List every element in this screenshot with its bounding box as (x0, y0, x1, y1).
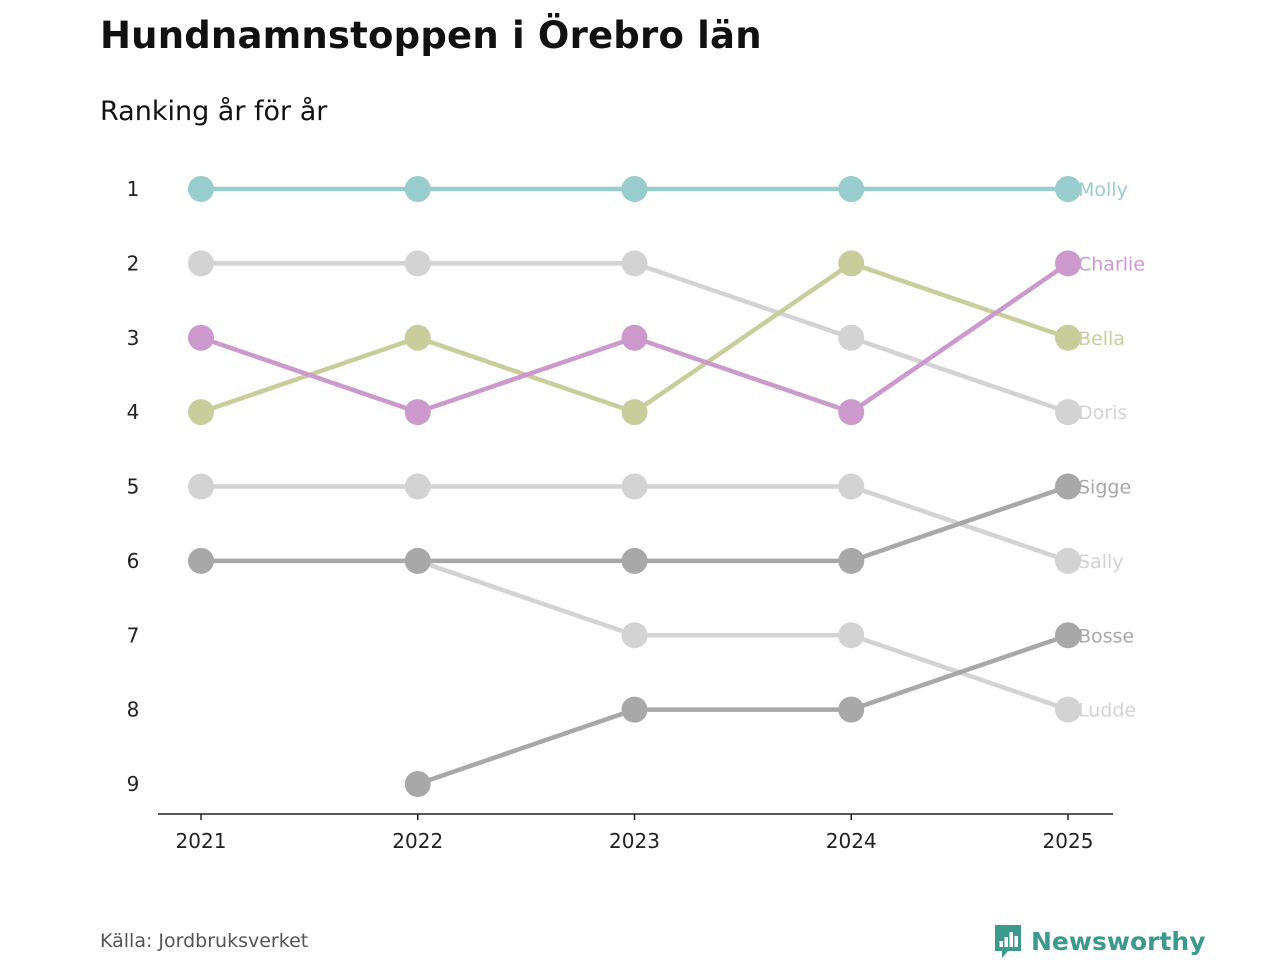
data-point-molly-2021 (188, 176, 214, 202)
data-point-sally-2021 (188, 473, 214, 500)
y-tick-label: 9 (127, 772, 140, 796)
data-point-molly-2024 (838, 176, 865, 202)
series-label-bella: Bella (1078, 328, 1125, 350)
chart-title: Hundnamnstoppen i Örebro län (100, 14, 762, 57)
series-line-bosse (849, 633, 1071, 712)
x-tick-label: 2021 (176, 829, 227, 853)
data-point-sally-2024 (838, 473, 865, 500)
data-point-sally-2023 (621, 473, 648, 500)
series-line-charlie (415, 335, 637, 415)
y-tick-label: 5 (127, 475, 140, 499)
series-line-doris (632, 261, 854, 340)
data-point-sally-2022 (404, 473, 431, 500)
brand-name: Newsworthy (1031, 926, 1206, 956)
series-label-doris: Doris (1078, 402, 1127, 424)
data-point-sigge-2022 (404, 547, 431, 574)
data-point-ludde-2024 (838, 622, 865, 649)
data-point-bosse-2023 (621, 696, 648, 723)
series-line-doris (849, 335, 1071, 415)
data-point-sigge-2025 (1055, 473, 1081, 500)
data-point-molly-2022 (404, 176, 431, 202)
data-point-bella-2023 (621, 399, 648, 426)
series-line-charlie (632, 335, 854, 415)
y-tick-label: 4 (127, 400, 140, 424)
bar-chart-bubble-icon (995, 925, 1021, 958)
y-tick-label: 3 (127, 326, 140, 350)
series-line-charlie (198, 335, 420, 415)
data-point-sigge-2024 (838, 547, 865, 574)
series-line-bella (632, 261, 854, 415)
brand-logo: Newsworthy (993, 922, 1206, 960)
series-line-bella (849, 261, 1071, 340)
x-tick-label: 2023 (609, 829, 660, 853)
data-point-sigge-2023 (621, 547, 648, 574)
series-label-charlie: Charlie (1078, 253, 1145, 275)
series-label-sally: Sally (1078, 551, 1124, 573)
y-tick-label: 7 (127, 623, 140, 647)
series-line-charlie (849, 261, 1071, 415)
x-tick-label: 2022 (392, 829, 443, 853)
y-tick-label: 2 (127, 251, 140, 275)
data-point-doris-2024 (838, 324, 865, 351)
chart-subtitle: Ranking år för år (100, 96, 328, 127)
data-point-charlie-2022 (404, 399, 431, 426)
x-tick-label: 2024 (826, 829, 877, 853)
series-label-sigge: Sigge (1078, 477, 1131, 499)
series-label-bosse: Bosse (1078, 625, 1134, 647)
data-point-bella-2025 (1055, 324, 1081, 351)
data-point-doris-2021 (188, 250, 214, 277)
data-point-bella-2022 (404, 324, 431, 351)
series-line-bosse (415, 707, 637, 787)
data-point-sally-2025 (1055, 547, 1081, 574)
series-line-sigge (849, 484, 1071, 564)
y-tick-label: 8 (127, 698, 140, 722)
data-point-molly-2025 (1055, 176, 1081, 202)
data-point-sigge-2021 (188, 547, 214, 574)
data-point-charlie-2025 (1055, 250, 1081, 277)
data-point-bosse-2022 (404, 771, 431, 797)
data-point-molly-2023 (621, 176, 648, 202)
y-tick-label: 6 (127, 549, 140, 573)
data-point-bosse-2025 (1055, 622, 1081, 649)
data-point-charlie-2021 (188, 324, 214, 351)
series-label-ludde: Ludde (1078, 700, 1136, 722)
series-labels: Ludde Sally Doris Bosse Sigge Bella Charlie Mol… (1078, 179, 1145, 722)
y-tick-label: 1 (127, 177, 140, 201)
data-point-ludde-2025 (1055, 696, 1081, 723)
source-note: Källa: Jordbruksverket (100, 930, 309, 952)
data-point-doris-2022 (404, 250, 431, 277)
series-lines (198, 186, 1071, 787)
axes: 1 2 3 4 5 6 7 8 9 2021 2022 2023 2024 2025 (127, 177, 1113, 853)
data-point-bosse-2024 (838, 696, 865, 723)
data-point-charlie-2023 (621, 324, 648, 351)
data-point-bella-2021 (188, 399, 214, 426)
data-point-doris-2023 (621, 250, 648, 277)
data-point-charlie-2024 (838, 399, 865, 426)
series-line-ludde (415, 558, 637, 638)
data-point-doris-2025 (1055, 399, 1081, 426)
data-point-ludde-2023 (621, 622, 648, 649)
series-label-molly: Molly (1078, 179, 1128, 201)
x-tick-label: 2025 (1043, 829, 1094, 853)
data-point-bella-2024 (838, 250, 865, 277)
series-points (188, 176, 1081, 797)
